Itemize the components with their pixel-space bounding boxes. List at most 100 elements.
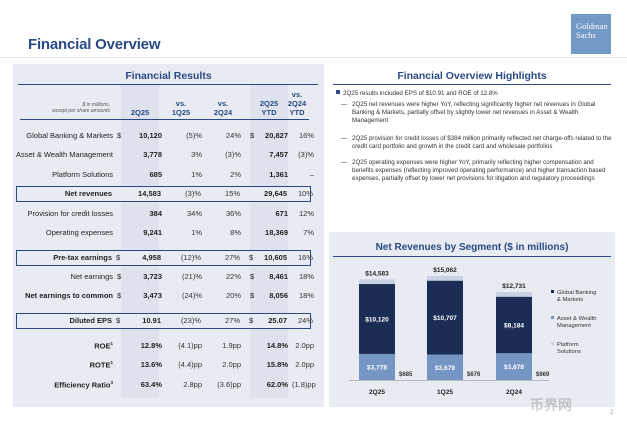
table-row: Global Banking & Markets $10,120 (5)% 24% $2…	[16, 128, 314, 144]
row-value-ytd: 10,605	[264, 253, 287, 262]
row-label: Net earnings	[70, 272, 113, 281]
legend-label: & Markets	[557, 297, 583, 303]
row-value-2q25: 12.8%	[140, 341, 162, 350]
header-vs-1q25-line-1: vs.	[175, 99, 187, 108]
row-label-text: ROE	[94, 341, 111, 351]
bar-value-label: $8,184	[504, 322, 524, 329]
row-change-vs-ytd: 24%	[297, 316, 313, 325]
page-number: 2	[610, 410, 614, 416]
row-change-vs-1q25: (4.1)pp	[178, 341, 202, 350]
dash-icon: —	[341, 159, 348, 166]
bar-segment	[427, 276, 463, 281]
row-change-vs-ytd: (1.8)pp	[292, 380, 316, 389]
x-tick-label: 1Q25	[437, 389, 453, 396]
row-label: ROE1	[94, 341, 113, 351]
row-change-vs-ytd: 2.0pp	[295, 360, 314, 369]
row-dollar-sign: $	[117, 131, 122, 140]
bar-total-label: $12,731	[502, 283, 526, 290]
highlight-item-text: 2Q25 net revenues were higher YoY, refle…	[352, 101, 596, 125]
row-value-2q25: 3,778	[143, 150, 162, 159]
row-value-ytd: 62.0%	[266, 380, 288, 389]
footnote-marker: 1	[110, 360, 113, 365]
row-change-vs-ytd: 18%	[298, 272, 314, 281]
row-value-2q25: 3,473	[143, 291, 162, 300]
row-change-vs-1q25: (5)%	[186, 131, 202, 140]
table-row: Asset & Wealth Management 3,778 3% (3)% 7,45…	[16, 147, 314, 163]
table-row: Pre-tax earnings $4,958 (12)% 27% $10,605 16%	[16, 250, 313, 266]
row-change-vs-ytd: 16%	[297, 253, 313, 262]
bar-value-label: $10,120	[365, 316, 389, 323]
header-vsytd-line-1: vs.	[291, 90, 303, 99]
row-change-vs-2q24: 20%	[225, 291, 241, 300]
goldman-sachs-logo: Goldman Sachs	[571, 14, 611, 54]
table-row: Diluted EPS $10.91 (23)% 27% $25.07 24%	[16, 313, 313, 329]
header-2q25: 2Q25	[130, 108, 150, 117]
row-value-2q25: 4,958	[142, 253, 161, 262]
row-value-2q25: 384	[149, 209, 162, 218]
row-value-ytd: 1,361	[269, 170, 288, 179]
header-vs-1q25-line-2: 1Q25	[171, 108, 191, 117]
row-dollar-sign: $	[117, 272, 122, 281]
row-change-vs-2q24: 27%	[224, 316, 240, 325]
header-vsytd-line-3: YTD	[289, 108, 305, 117]
row-change-vs-1q25: (3)%	[185, 189, 201, 198]
financial-results-title: Financial Results	[125, 70, 212, 82]
units-note: $ in millions, except per share amounts	[20, 102, 110, 114]
row-change-vs-2q24: 27%	[224, 253, 240, 262]
row-change-vs-1q25: (23)%	[180, 316, 201, 325]
watermark: 币界网	[530, 398, 572, 414]
header-vs-1q25: vs. 1Q25	[162, 99, 200, 117]
row-label: Operating expenses	[45, 228, 113, 237]
row-change-vs-ytd: 12%	[298, 209, 314, 218]
row-value-ytd: 8,461	[269, 272, 288, 281]
bar-segment	[359, 353, 395, 380]
row-change-vs-2q24: 2.0pp	[222, 360, 241, 369]
bar-value-label: $3,778	[367, 364, 387, 371]
legend-label: Global Banking	[557, 290, 596, 296]
row-value-2q25: 13.6%	[140, 360, 162, 369]
row-value-2q25: 10.91	[142, 316, 161, 325]
bar-segment	[427, 280, 463, 355]
row-change-vs-ytd: 18%	[298, 291, 314, 300]
row-value-ytd: 14.8%	[266, 341, 288, 350]
bar-value-label: $3,878	[504, 364, 524, 371]
row-label: Provision for credit losses	[27, 209, 113, 218]
row-label: Net revenues	[64, 189, 112, 198]
row-value-2q25: 9,241	[143, 228, 162, 237]
row-dollar-sign-ytd: $	[249, 316, 254, 325]
row-dollar-sign-ytd: $	[249, 253, 254, 262]
row-change-vs-1q25: (12)%	[180, 253, 201, 262]
row-change-vs-ytd: 2.0pp	[295, 341, 314, 350]
row-label: Global Banking & Markets	[26, 131, 113, 140]
row-change-vs-2q24: (3)%	[225, 150, 241, 159]
row-change-vs-ytd: –	[309, 170, 314, 179]
bar-value-label: $10,707	[433, 315, 457, 322]
bar-segment	[496, 353, 532, 380]
logo-line-1: Goldman	[576, 21, 608, 31]
highlight-item: — 2Q25 net revenues were higher YoY, ref…	[341, 101, 612, 126]
x-tick-label: 2Q25	[369, 389, 385, 396]
row-value-2q25: 63.4%	[140, 380, 162, 389]
row-dollar-sign: $	[117, 291, 122, 300]
header-vs-2q24-line-1: vs.	[217, 99, 229, 108]
row-dollar-sign: $	[116, 316, 121, 325]
row-label-text: ROTE	[89, 360, 111, 370]
bar-segment	[496, 296, 532, 354]
chart-title: Net Revenues by Segment ($ in millions)	[375, 242, 569, 253]
row-value-2q25: 685	[149, 170, 162, 179]
row-change-vs-1q25: (4.4)pp	[178, 360, 202, 369]
row-value-ytd: 20,827	[265, 131, 288, 140]
column-band-ytd	[250, 84, 288, 398]
page-title: Financial Overview	[28, 36, 161, 53]
row-change-vs-1q25: 34%	[186, 209, 202, 218]
table-row: Net revenues 14,583 (3)% 15% 29,645 10%	[16, 186, 313, 202]
row-value-ytd: 25.07	[268, 316, 287, 325]
row-change-vs-ytd: 16%	[298, 131, 314, 140]
row-change-vs-2q24: (3.6)pp	[217, 380, 241, 389]
row-label: Net earnings to common	[25, 291, 113, 300]
row-change-vs-2q24: 24%	[225, 131, 241, 140]
row-label: ROTE1	[90, 360, 113, 370]
table-row: Provision for credit losses 384 34% 36% 671 1…	[16, 206, 314, 222]
row-change-vs-1q25: 3%	[191, 150, 202, 159]
bar-total-label: $14,583	[365, 270, 389, 277]
